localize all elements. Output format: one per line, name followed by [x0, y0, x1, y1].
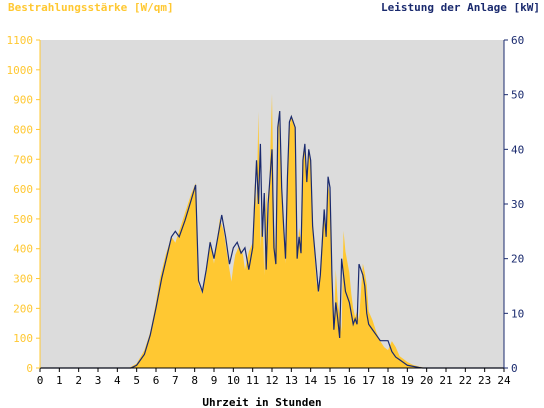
x-tick-label: 11 — [246, 374, 259, 387]
x-tick-label: 21 — [439, 374, 452, 387]
left-tick-label: 500 — [13, 213, 33, 226]
left-tick-label: 200 — [13, 302, 33, 315]
left-axis-title: Bestrahlungsstärke [W/qm] — [8, 1, 174, 14]
x-axis-title: Uhrzeit in Stunden — [202, 396, 321, 408]
x-tick-label: 4 — [114, 374, 121, 387]
x-tick-label: 3 — [95, 374, 102, 387]
x-tick-label: 9 — [211, 374, 218, 387]
x-tick-label: 18 — [381, 374, 394, 387]
x-tick-label: 23 — [478, 374, 491, 387]
right-tick-label: 0 — [511, 362, 518, 375]
left-tick-label: 900 — [13, 94, 33, 107]
x-tick-label: 24 — [497, 374, 511, 387]
x-tick-label: 13 — [285, 374, 298, 387]
power-line-series — [40, 110, 504, 369]
left-tick-label: 300 — [13, 273, 33, 286]
x-tick-label: 15 — [323, 374, 336, 387]
left-tick-label: 100 — [13, 332, 33, 345]
right-tick-label: 40 — [511, 143, 524, 156]
x-tick-label: 12 — [265, 374, 278, 387]
x-tick-label: 16 — [343, 374, 356, 387]
x-tick-label: 14 — [304, 374, 318, 387]
left-tick-label: 1100 — [7, 34, 34, 47]
right-tick-label: 10 — [511, 307, 524, 320]
left-tick-label: 1000 — [7, 64, 34, 77]
x-tick-label: 6 — [153, 374, 160, 387]
right-tick-label: 60 — [511, 34, 524, 47]
left-tick-label: 600 — [13, 183, 33, 196]
x-tick-label: 19 — [401, 374, 414, 387]
x-tick-label: 2 — [75, 374, 82, 387]
right-axis-title: Leistung der Anlage [kW] — [381, 1, 540, 14]
left-tick-label: 400 — [13, 243, 33, 256]
right-tick-label: 20 — [511, 253, 524, 266]
x-tick-label: 8 — [191, 374, 198, 387]
left-tick-label: 800 — [13, 123, 33, 136]
x-tick-label: 0 — [37, 374, 44, 387]
x-tick-label: 20 — [420, 374, 433, 387]
left-tick-label: 0 — [26, 362, 33, 375]
right-tick-label: 50 — [511, 89, 524, 102]
x-tick-label: 22 — [459, 374, 472, 387]
right-tick-label: 30 — [511, 198, 524, 211]
x-tick-label: 5 — [133, 374, 140, 387]
x-tick-label: 10 — [227, 374, 240, 387]
x-tick-label: 1 — [56, 374, 63, 387]
x-tick-label: 7 — [172, 374, 179, 387]
left-tick-label: 700 — [13, 153, 33, 166]
x-tick-label: 17 — [362, 374, 375, 387]
irradiance-area-series — [40, 93, 504, 369]
